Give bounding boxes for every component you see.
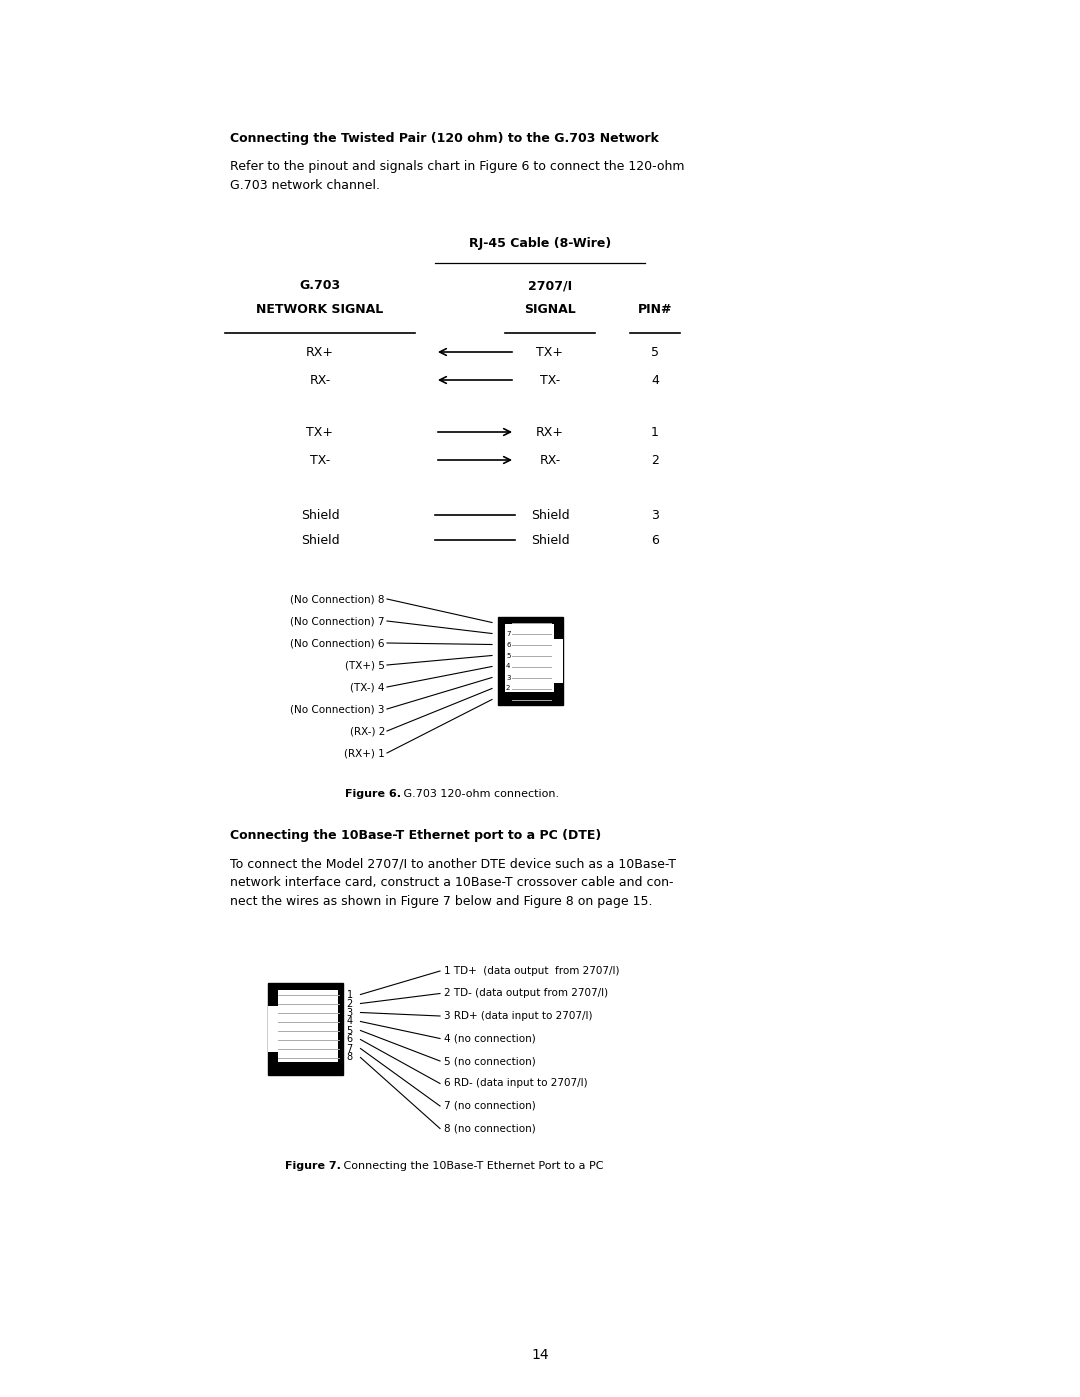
Text: 7: 7 [507, 630, 511, 637]
Text: (No Connection) 7: (No Connection) 7 [291, 616, 384, 626]
Bar [268, 983, 278, 1006]
Text: 4: 4 [347, 1017, 353, 1027]
Text: RX+: RX+ [306, 345, 334, 359]
Text: 8: 8 [507, 619, 511, 626]
Text: 6: 6 [347, 1035, 353, 1045]
Text: Connecting the 10Base-T Ethernet port to a PC (DTE): Connecting the 10Base-T Ethernet port to… [230, 828, 602, 842]
Text: 1: 1 [347, 989, 353, 999]
Text: 2 TD- (data output from 2707/I): 2 TD- (data output from 2707/I) [444, 989, 608, 999]
Text: (No Connection) 6: (No Connection) 6 [291, 638, 384, 648]
Text: RX-: RX- [309, 373, 330, 387]
Text: PIN#: PIN# [638, 303, 672, 316]
Text: 3: 3 [347, 1007, 353, 1017]
Text: RJ-45 Cable (8-Wire): RJ-45 Cable (8-Wire) [469, 237, 611, 250]
Text: 3: 3 [651, 509, 659, 521]
Bar [554, 617, 563, 638]
Bar [498, 617, 563, 705]
Text: 6: 6 [507, 641, 511, 647]
Text: (TX-) 4: (TX-) 4 [351, 682, 384, 692]
Text: (No Connection) 3: (No Connection) 3 [291, 704, 384, 714]
Text: 1 TD+  (data output  from 2707/I): 1 TD+ (data output from 2707/I) [444, 965, 620, 977]
Text: 4: 4 [651, 373, 659, 387]
Text: (TX+) 5: (TX+) 5 [346, 659, 384, 671]
Text: SIGNAL: SIGNAL [524, 303, 576, 316]
Text: 3 RD+ (data input to 2707/I): 3 RD+ (data input to 2707/I) [444, 1011, 593, 1021]
Text: 7 (no connection): 7 (no connection) [444, 1101, 536, 1111]
Text: NETWORK SIGNAL: NETWORK SIGNAL [256, 303, 383, 316]
Text: 3: 3 [507, 675, 511, 680]
Text: 2: 2 [507, 686, 511, 692]
Bar [554, 683, 563, 705]
Text: 2: 2 [347, 999, 353, 1009]
Bar [554, 638, 563, 683]
Text: (RX-) 2: (RX-) 2 [350, 726, 384, 736]
Text: 5: 5 [507, 652, 511, 658]
Text: Connecting the 10Base-T Ethernet Port to a PC: Connecting the 10Base-T Ethernet Port to… [340, 1161, 604, 1171]
Bar [274, 990, 338, 1062]
Text: (RX+) 1: (RX+) 1 [345, 747, 384, 759]
Text: Shield: Shield [300, 509, 339, 521]
Bar [505, 624, 559, 692]
Text: 5 (no connection): 5 (no connection) [444, 1056, 536, 1066]
Text: G.703 120-ohm connection.: G.703 120-ohm connection. [400, 789, 559, 799]
Text: 2707/I: 2707/I [528, 279, 572, 292]
Text: G.703: G.703 [299, 279, 340, 292]
Text: 1: 1 [651, 426, 659, 439]
Text: RX+: RX+ [536, 426, 564, 439]
Text: (No Connection) 8: (No Connection) 8 [291, 594, 384, 604]
Text: 8: 8 [347, 1052, 353, 1063]
Bar [268, 1052, 278, 1076]
Text: 7: 7 [347, 1044, 353, 1053]
Text: Shield: Shield [530, 534, 569, 546]
Text: Figure 7.: Figure 7. [285, 1161, 341, 1171]
Text: 1: 1 [507, 697, 511, 703]
Text: 2: 2 [651, 454, 659, 467]
Text: 8 (no connection): 8 (no connection) [444, 1123, 536, 1133]
Text: 6: 6 [651, 534, 659, 546]
Text: 5: 5 [347, 1025, 353, 1035]
Text: 14: 14 [531, 1348, 549, 1362]
Text: Figure 6.: Figure 6. [345, 789, 401, 799]
Text: 5: 5 [651, 345, 659, 359]
Text: RX-: RX- [539, 454, 561, 467]
Text: Connecting the Twisted Pair (120 ohm) to the G.703 Network: Connecting the Twisted Pair (120 ohm) to… [230, 131, 659, 145]
Text: 4: 4 [507, 664, 511, 669]
Text: TX+: TX+ [537, 345, 564, 359]
Text: TX+: TX+ [307, 426, 334, 439]
Text: Shield: Shield [300, 534, 339, 546]
Bar [268, 983, 342, 1076]
Bar [268, 1006, 278, 1052]
Text: Refer to the pinout and signals chart in Figure 6 to connect the 120-ohm
G.703 n: Refer to the pinout and signals chart in… [230, 161, 685, 191]
Text: 4 (no connection): 4 (no connection) [444, 1034, 536, 1044]
Text: To connect the Model 2707/I to another DTE device such as a 10Base-T
network int: To connect the Model 2707/I to another D… [230, 856, 676, 908]
Text: Shield: Shield [530, 509, 569, 521]
Text: TX-: TX- [540, 373, 561, 387]
Text: TX-: TX- [310, 454, 330, 467]
Text: 6 RD- (data input to 2707/I): 6 RD- (data input to 2707/I) [444, 1078, 588, 1088]
